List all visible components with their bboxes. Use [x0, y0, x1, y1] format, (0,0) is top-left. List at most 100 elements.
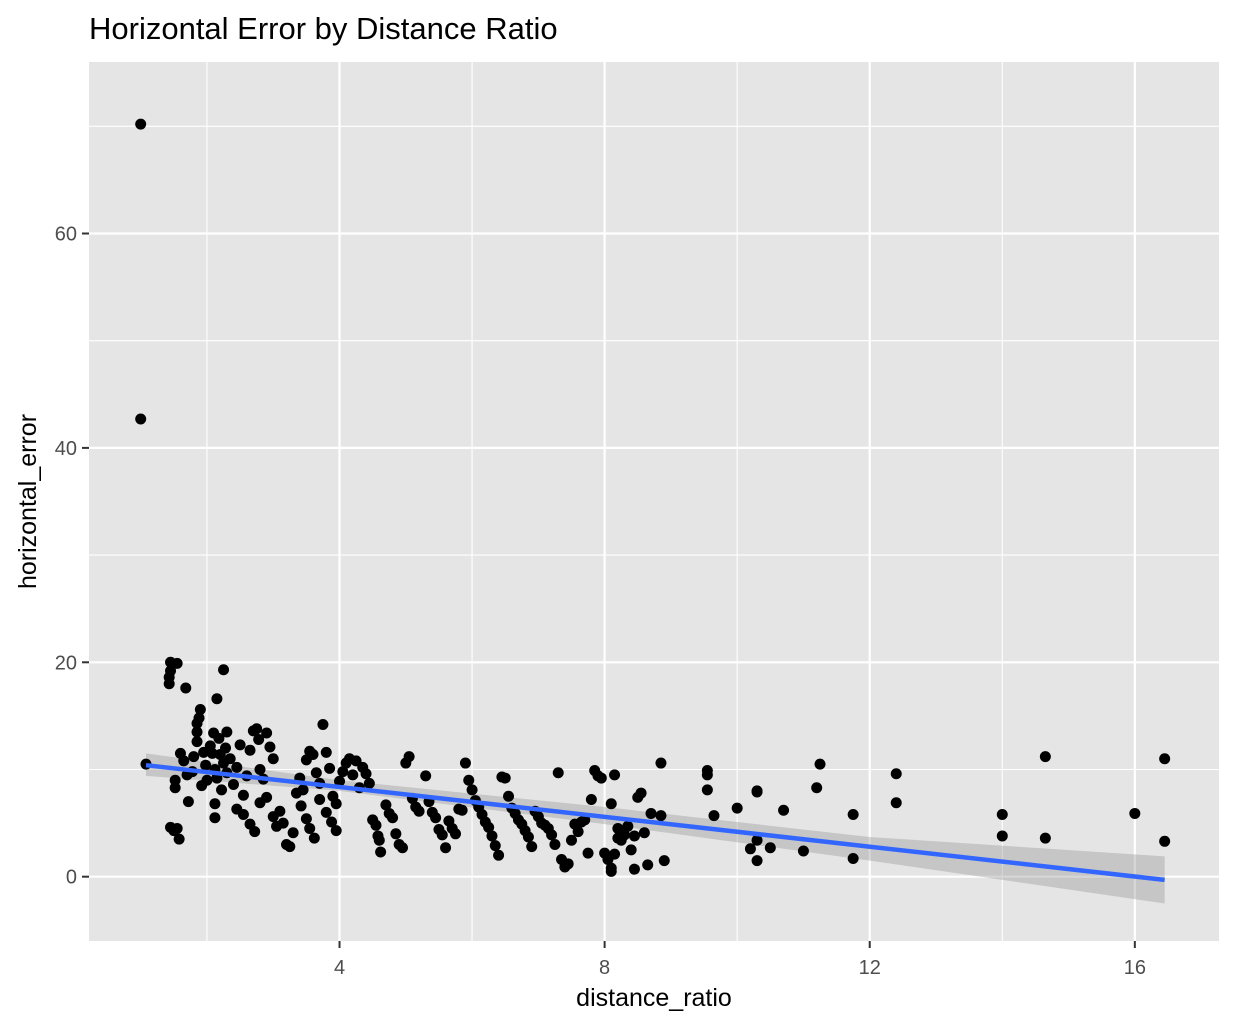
data-point: [609, 769, 621, 781]
data-point: [201, 774, 213, 786]
data-point: [380, 799, 392, 811]
data-point: [220, 742, 232, 754]
data-point: [622, 820, 634, 832]
data-point: [1129, 807, 1141, 819]
data-point: [231, 761, 243, 773]
data-point: [436, 829, 448, 841]
data-point: [658, 855, 670, 867]
data-point: [708, 810, 720, 822]
data-point: [213, 732, 225, 744]
data-point: [605, 865, 617, 877]
data-point: [595, 772, 607, 784]
data-point: [440, 842, 452, 854]
data-point: [413, 805, 425, 817]
data-point: [811, 782, 823, 794]
data-point: [645, 807, 657, 819]
data-point: [337, 766, 349, 778]
data-point: [173, 833, 185, 845]
data-point: [261, 727, 273, 739]
x-axis: 4 8 12 16: [334, 941, 1146, 979]
data-point: [320, 806, 332, 818]
data-point: [466, 784, 478, 796]
data-point: [503, 790, 515, 802]
data-point: [499, 772, 511, 784]
x-tick-label: 16: [1124, 957, 1146, 979]
data-point: [612, 822, 624, 834]
data-point: [308, 832, 320, 844]
data-point: [304, 822, 316, 834]
data-point: [890, 797, 902, 809]
x-axis-title: distance_ratio: [576, 984, 732, 1012]
data-point: [562, 858, 574, 870]
data-point: [180, 682, 192, 694]
data-point: [463, 774, 475, 786]
data-point: [996, 830, 1008, 842]
data-point: [314, 794, 326, 806]
data-point: [360, 768, 372, 780]
data-point: [277, 817, 289, 829]
data-point: [1039, 751, 1051, 763]
minor-gridlines: [89, 62, 1219, 941]
data-point: [701, 769, 713, 781]
data-point: [628, 863, 640, 875]
data-point: [274, 805, 286, 817]
data-point: [188, 751, 200, 763]
data-point: [194, 703, 206, 715]
data-point: [191, 726, 203, 738]
data-point: [797, 845, 809, 857]
data-point: [310, 767, 322, 779]
data-point: [751, 834, 763, 846]
y-tick-label: 20: [55, 652, 77, 674]
x-tick-label: 12: [859, 957, 881, 979]
data-point: [450, 828, 462, 840]
y-axis-title: horizontal_error: [14, 414, 42, 589]
data-point: [996, 809, 1008, 821]
plot-panel: [89, 62, 1219, 941]
data-point: [261, 791, 273, 803]
y-tick-label: 0: [66, 867, 77, 889]
data-point: [227, 778, 239, 790]
data-point: [330, 798, 342, 810]
data-point: [193, 712, 205, 724]
data-point: [847, 809, 859, 821]
data-point: [317, 718, 329, 730]
data-point: [320, 746, 332, 758]
data-point: [638, 827, 650, 839]
data-point: [430, 812, 442, 824]
data-point: [1159, 753, 1171, 765]
data-point: [163, 678, 175, 690]
data-point: [324, 762, 336, 774]
data-points: [135, 118, 1171, 877]
data-point: [234, 739, 246, 751]
data-point: [751, 855, 763, 867]
chart-title: Horizontal Error by Distance Ratio: [89, 11, 558, 46]
y-tick-label: 60: [55, 224, 77, 246]
data-point: [251, 723, 263, 735]
data-point: [347, 769, 359, 781]
data-point: [565, 834, 577, 846]
data-point: [1039, 832, 1051, 844]
data-point: [370, 819, 382, 831]
data-point: [628, 830, 640, 842]
data-point: [609, 848, 621, 860]
data-point: [264, 741, 276, 753]
data-point: [171, 822, 183, 834]
data-point: [249, 826, 261, 838]
data-point: [218, 664, 230, 676]
data-point: [549, 839, 561, 851]
data-point: [847, 852, 859, 864]
x-tick-label: 4: [334, 957, 345, 979]
data-point: [582, 847, 594, 859]
data-point: [605, 798, 617, 810]
data-point: [456, 804, 468, 816]
data-point: [373, 834, 385, 846]
data-point: [764, 842, 776, 854]
data-point: [390, 828, 402, 840]
data-point: [522, 831, 534, 843]
data-point: [655, 810, 667, 822]
data-point: [326, 816, 338, 828]
major-gridlines: [89, 62, 1219, 941]
data-point: [1159, 835, 1171, 847]
data-point: [459, 757, 471, 769]
data-point: [244, 744, 256, 756]
